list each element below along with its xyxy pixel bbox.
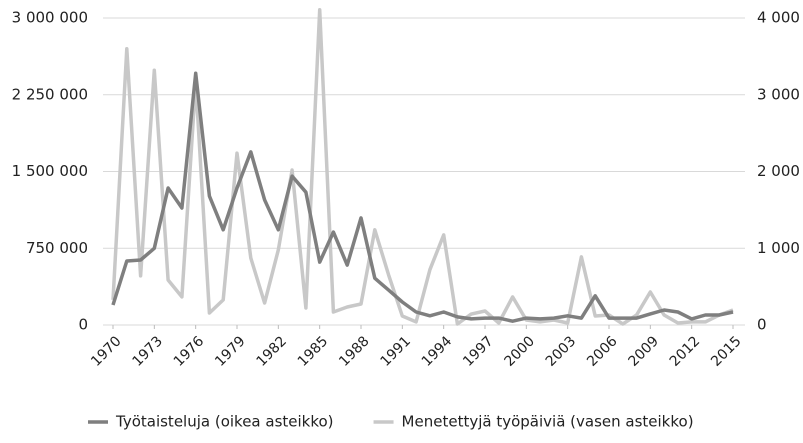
- x-tick-label: 2006: [584, 333, 621, 370]
- x-tick-label: 1982: [253, 333, 290, 370]
- x-tick-label: 2015: [708, 333, 745, 370]
- y-tick-label: 750 000: [26, 239, 88, 257]
- y-tick-label: 1 500 000: [12, 162, 88, 180]
- x-tick-label: 1994: [419, 333, 456, 370]
- x-tick-label: 1970: [88, 333, 125, 370]
- x-tick-label: 1997: [460, 333, 497, 370]
- y2-tick-label: 1 000: [757, 239, 800, 257]
- x-tick-label: 2012: [667, 333, 704, 370]
- x-tick-label: 1985: [295, 333, 332, 370]
- y2-tick-label: 2 000: [757, 162, 800, 180]
- y-tick-label: 3 000 000: [12, 9, 88, 27]
- y2-tick-label: 4 000: [757, 9, 800, 27]
- y2-tick-label: 3 000: [757, 85, 800, 103]
- series-line: [111, 71, 734, 323]
- x-tick-label: 1976: [171, 333, 208, 370]
- legend-label: Menetettyjä työpäiviä (vasen asteikko): [402, 413, 694, 431]
- x-tick-label: 1979: [212, 333, 249, 370]
- x-tick-label: 2003: [543, 333, 580, 370]
- x-tick-label: 1991: [377, 333, 414, 370]
- x-tick-label: 2000: [501, 333, 538, 370]
- y-tick-label: 0: [78, 316, 88, 334]
- y2-tick-label: 0: [757, 316, 767, 334]
- x-tick-label: 1973: [129, 333, 166, 370]
- y-tick-label: 2 250 000: [12, 85, 88, 103]
- x-tick-label: 2009: [625, 333, 662, 370]
- x-tick-label: 1988: [336, 333, 373, 370]
- legend-label: Työtaisteluja (oikea asteikko): [115, 413, 334, 431]
